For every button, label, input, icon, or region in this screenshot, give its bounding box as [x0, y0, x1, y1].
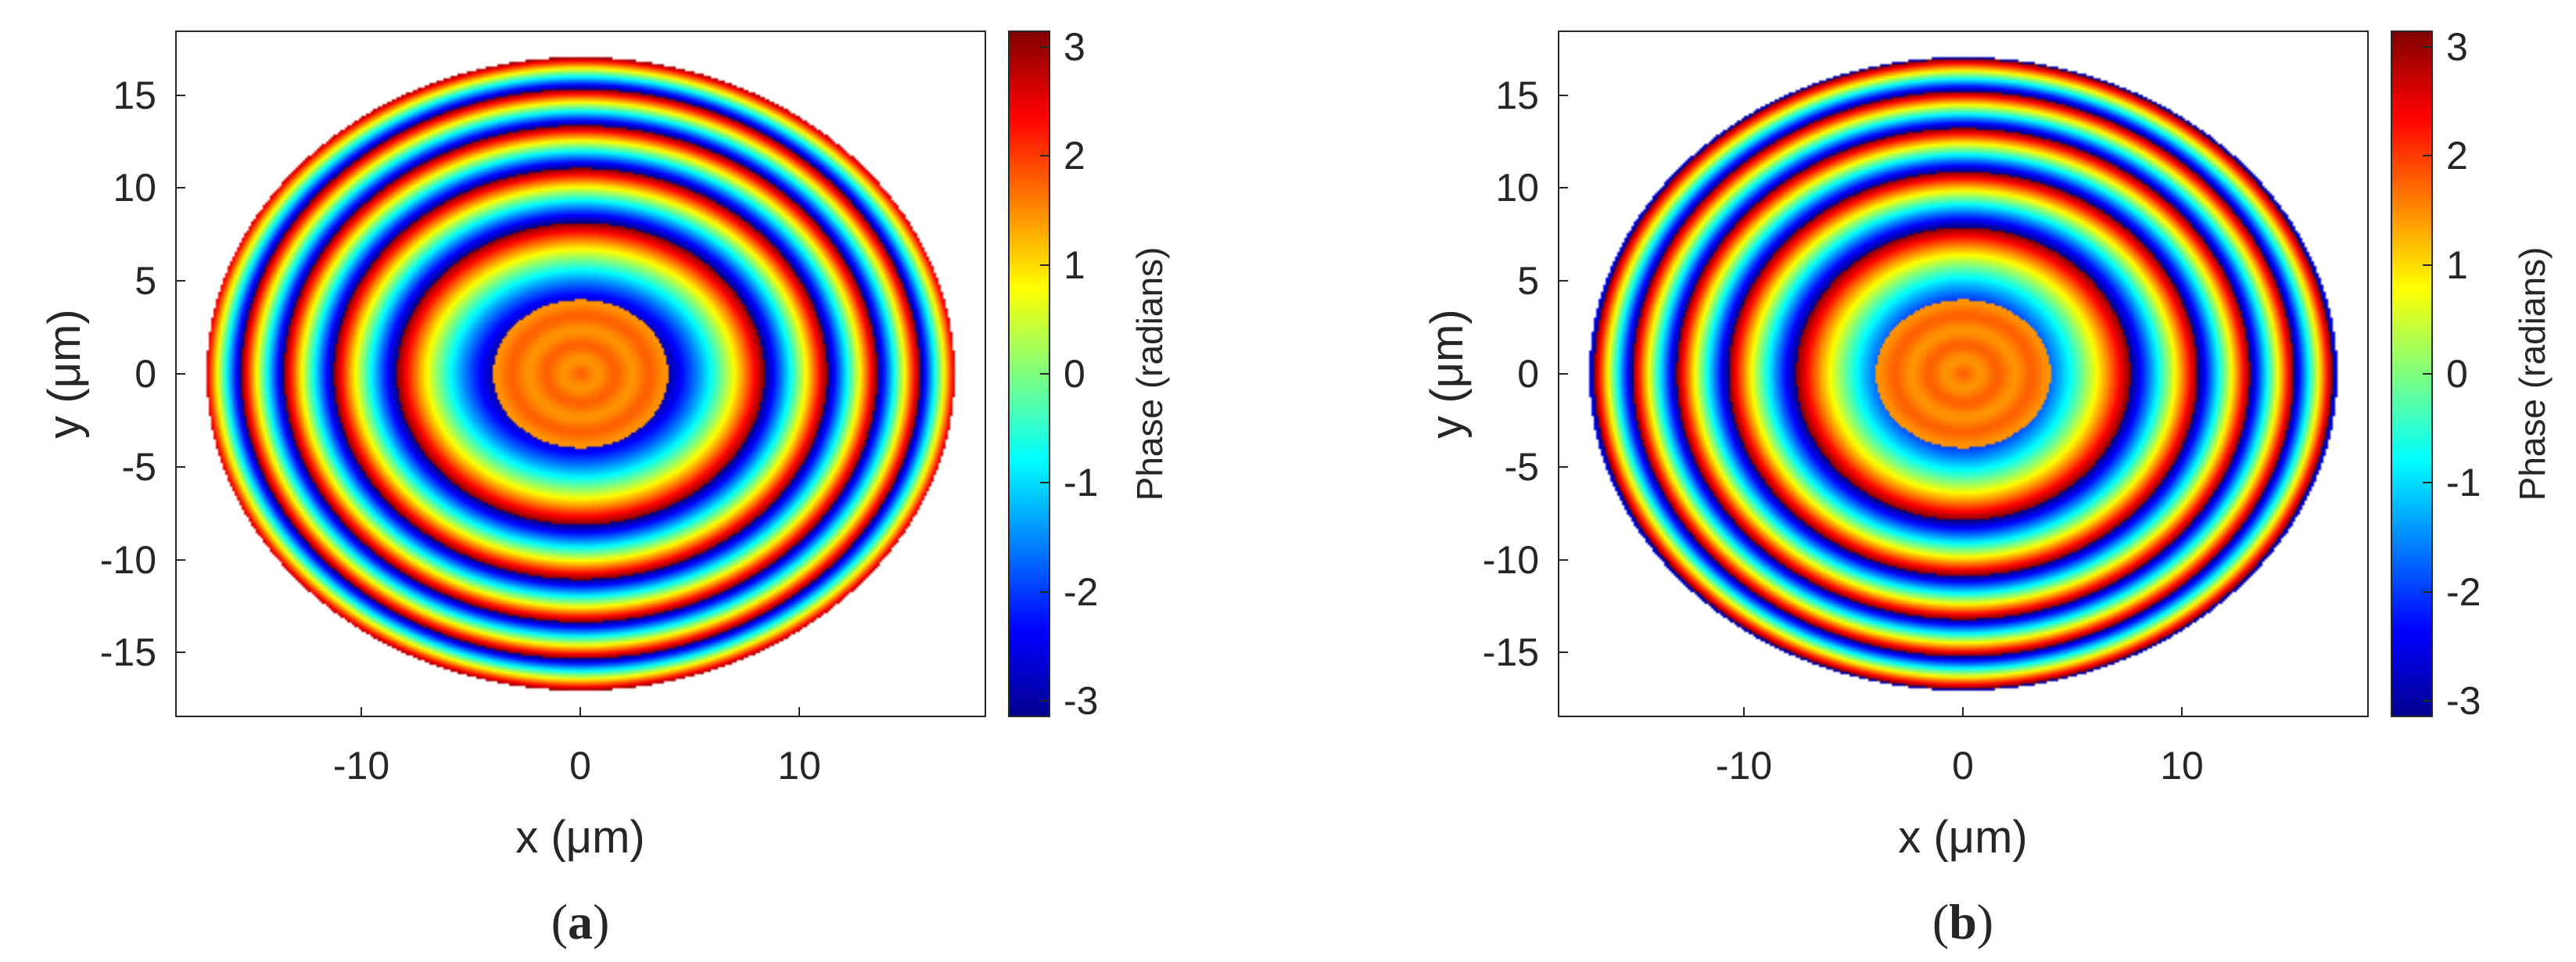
- cbar-label-a-1: 2: [1064, 134, 1085, 178]
- yticks-b: 15 10 5 0 -5 -10 -15: [1483, 74, 1568, 674]
- cbar-label-a-0: 3: [1064, 25, 1085, 69]
- xticks-a: -10 0 10: [333, 707, 821, 788]
- xtick-label-b-2: 10: [2160, 744, 2204, 788]
- phase-map-a: [176, 31, 985, 716]
- ytick-label-b-4: -5: [1505, 445, 1539, 489]
- ytick-label-a-4: -5: [122, 445, 156, 489]
- cbar-label-a-4: -1: [1064, 461, 1098, 504]
- ytick-label-a-2: 5: [135, 259, 156, 303]
- xtick-label-b-0: -10: [1716, 744, 1772, 788]
- panel-label-a: (a): [551, 894, 610, 949]
- cbar-label-b-1: 2: [2446, 134, 2468, 178]
- panel-letter-a: a: [568, 894, 593, 949]
- cbar-label-b-2: 1: [2446, 243, 2468, 287]
- xticks-b: -10 0 10: [1716, 707, 2204, 788]
- cbar-label-b-5: -2: [2446, 570, 2481, 614]
- colorbar-ticks-b: 3 2 1 0 -1 -2 -3: [2423, 25, 2481, 723]
- panel-letter-b: b: [1949, 894, 1977, 949]
- ytick-label-b-5: -10: [1483, 538, 1539, 582]
- cbar-label-b-3: 0: [2446, 352, 2468, 396]
- ylabel-a: y (μm): [39, 309, 90, 438]
- cbar-label-a-2: 1: [1064, 243, 1085, 287]
- ylabel-b: y (μm): [1422, 309, 1473, 438]
- colorbar-title-b: Phase (radians): [2512, 247, 2553, 501]
- cbar-label-b-4: -1: [2446, 461, 2481, 504]
- colorbar-ticks-a: 3 2 1 0 -1 -2 -3: [1040, 25, 1098, 723]
- panel-b: -10 0 10 15 10 5 0 -5 -10 -15 x (μm) y (…: [1422, 25, 2553, 949]
- ytick-label-a-3: 0: [135, 352, 156, 396]
- colorbar-title-a: Phase (radians): [1129, 247, 1170, 501]
- ytick-label-a-1: 10: [113, 166, 156, 210]
- xtick-label-a-0: -10: [333, 744, 389, 788]
- cbar-label-a-5: -2: [1064, 570, 1098, 614]
- ytick-label-b-2: 5: [1517, 259, 1539, 303]
- cbar-label-a-6: -3: [1064, 679, 1098, 723]
- ytick-label-a-0: 15: [113, 74, 156, 117]
- panel-a: -10 0 10 15 10 5 0 -5 -10 -15 x (μm) y (…: [39, 25, 1170, 949]
- yticks-a: 15 10 5 0 -5 -10 -15: [100, 74, 185, 674]
- ytick-label-a-6: -15: [100, 630, 156, 674]
- ytick-label-a-5: -10: [100, 538, 156, 582]
- cbar-label-a-3: 0: [1064, 352, 1085, 396]
- ytick-label-b-0: 15: [1495, 74, 1539, 117]
- xlabel-b: x (μm): [1898, 812, 2027, 863]
- xlabel-a: x (μm): [515, 812, 644, 863]
- xtick-label-a-2: 10: [777, 744, 821, 788]
- ytick-label-b-3: 0: [1517, 352, 1539, 396]
- phase-map-b: [1559, 31, 2368, 716]
- cbar-label-b-0: 3: [2446, 25, 2468, 69]
- xtick-label-b-1: 0: [1952, 744, 1974, 788]
- panel-label-b: (b): [1932, 894, 1993, 949]
- ytick-label-b-6: -15: [1483, 630, 1539, 674]
- xtick-label-a-1: 0: [569, 744, 591, 788]
- cbar-label-b-6: -3: [2446, 679, 2481, 723]
- ytick-label-b-1: 10: [1495, 166, 1539, 210]
